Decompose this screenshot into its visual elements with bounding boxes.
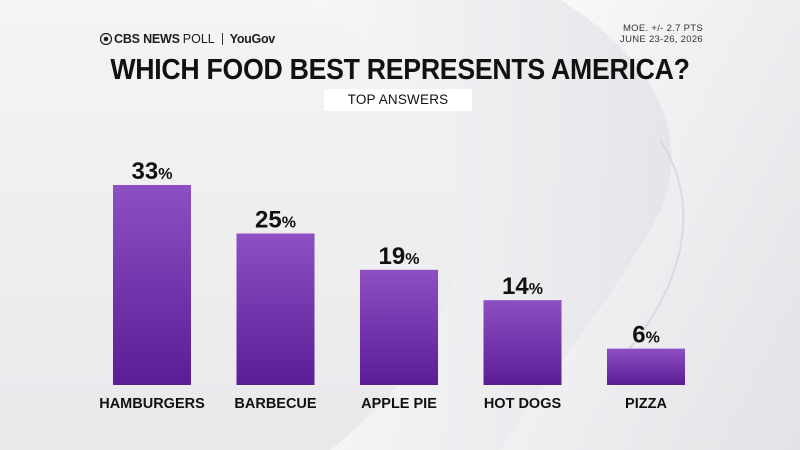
value-label-barbecue: 25% xyxy=(255,206,296,233)
bar-pizza xyxy=(607,348,685,385)
partner-name: YouGov xyxy=(229,32,276,46)
value-label-apple-pie: 19% xyxy=(379,243,420,270)
value-label-hamburgers: 33% xyxy=(132,158,173,185)
category-label-hot-dogs: HOT DOGS xyxy=(484,396,562,412)
brand-divider xyxy=(221,33,223,45)
chart-title: WHICH FOOD BEST REPRESENTS AMERICA? xyxy=(110,54,690,86)
bar-hamburgers xyxy=(113,185,191,385)
poll-dates: JUNE 23-26, 2026 xyxy=(620,34,703,45)
bars-group: 33% HAMBURGERS 25% BARBECUE 19% APPLE PIE 14% H… xyxy=(99,158,685,412)
category-label-barbecue: BARBECUE xyxy=(234,396,317,412)
category-label-pizza: PIZZA xyxy=(625,396,667,412)
poll-meta: MOE. +/- 2.7 PTS JUNE 23-26, 2026 xyxy=(620,23,703,45)
margin-of-error: MOE. +/- 2.7 PTS xyxy=(622,23,703,34)
poll-label: POLL xyxy=(182,32,215,46)
brand-lockup: CBS NEWS POLL YouGov xyxy=(100,30,275,48)
chart-subtitle: TOP ANSWERS xyxy=(324,89,472,111)
cbs-eye-logo-icon xyxy=(100,33,112,45)
category-label-apple-pie: APPLE PIE xyxy=(361,396,437,412)
bar-apple-pie xyxy=(360,269,438,385)
value-label-pizza: 6% xyxy=(632,322,660,349)
value-label-hot-dogs: 14% xyxy=(502,273,543,300)
bar-barbecue xyxy=(236,233,315,385)
network-name: CBS NEWS xyxy=(114,32,180,46)
category-label-hamburgers: HAMBURGERS xyxy=(99,396,205,412)
bar-hot-dogs xyxy=(483,300,562,385)
